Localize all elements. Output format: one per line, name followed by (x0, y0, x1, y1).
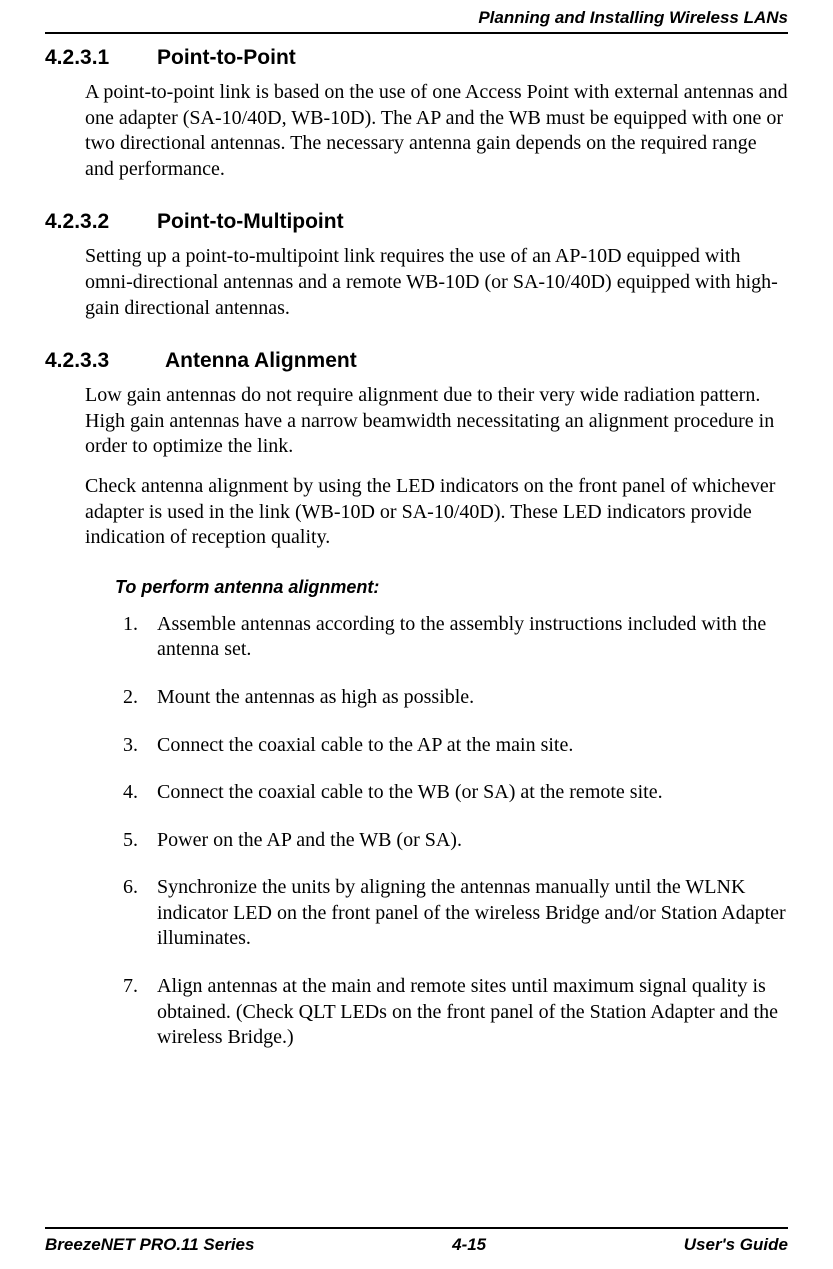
procedure-steps: 1. Assemble antennas according to the as… (123, 612, 788, 1051)
section-heading: 4.2.3.3 Antenna Alignment (45, 349, 788, 373)
footer-row: BreezeNET PRO.11 Series 4-15 User's Guid… (45, 1235, 788, 1255)
step-number: 3. (123, 733, 157, 759)
section-heading: 4.2.3.1 Point-to-Point (45, 46, 788, 70)
page-footer: BreezeNET PRO.11 Series 4-15 User's Guid… (45, 1227, 788, 1255)
footer-rule (45, 1227, 788, 1229)
section-number: 4.2.3.3 (45, 349, 165, 373)
section-4-2-3-3: 4.2.3.3 Antenna Alignment Low gain anten… (45, 349, 788, 1051)
procedure-step: 1. Assemble antennas according to the as… (123, 612, 788, 663)
paragraph: A point-to-point link is based on the us… (85, 80, 788, 182)
step-text: Mount the antennas as high as possible. (157, 685, 788, 711)
section-4-2-3-1: 4.2.3.1 Point-to-Point A point-to-point … (45, 46, 788, 182)
procedure-step: 2. Mount the antennas as high as possibl… (123, 685, 788, 711)
step-text: Align antennas at the main and remote si… (157, 974, 788, 1051)
step-number: 6. (123, 875, 157, 952)
procedure-step: 4. Connect the coaxial cable to the WB (… (123, 780, 788, 806)
footer-left: BreezeNET PRO.11 Series (45, 1235, 254, 1255)
step-text: Connect the coaxial cable to the WB (or … (157, 780, 788, 806)
section-4-2-3-2: 4.2.3.2 Point-to-Multipoint Setting up a… (45, 210, 788, 321)
footer-right: User's Guide (684, 1235, 788, 1255)
step-text: Power on the AP and the WB (or SA). (157, 828, 788, 854)
section-title: Antenna Alignment (165, 349, 357, 373)
step-number: 5. (123, 828, 157, 854)
header-rule (45, 32, 788, 34)
step-number: 2. (123, 685, 157, 711)
procedure-step: 5. Power on the AP and the WB (or SA). (123, 828, 788, 854)
procedure-title: To perform antenna alignment: (115, 577, 788, 598)
footer-center: 4-15 (452, 1235, 486, 1255)
paragraph: Check antenna alignment by using the LED… (85, 474, 788, 551)
step-number: 1. (123, 612, 157, 663)
step-number: 4. (123, 780, 157, 806)
section-heading: 4.2.3.2 Point-to-Multipoint (45, 210, 788, 234)
paragraph: Low gain antennas do not require alignme… (85, 383, 788, 460)
section-number: 4.2.3.1 (45, 46, 157, 70)
step-text: Connect the coaxial cable to the AP at t… (157, 733, 788, 759)
procedure-step: 6. Synchronize the units by aligning the… (123, 875, 788, 952)
section-title: Point-to-Multipoint (157, 210, 344, 234)
step-number: 7. (123, 974, 157, 1051)
procedure-step: 3. Connect the coaxial cable to the AP a… (123, 733, 788, 759)
paragraph: Setting up a point-to-multipoint link re… (85, 244, 788, 321)
step-text: Synchronize the units by aligning the an… (157, 875, 788, 952)
procedure-step: 7. Align antennas at the main and remote… (123, 974, 788, 1051)
step-text: Assemble antennas according to the assem… (157, 612, 788, 663)
section-number: 4.2.3.2 (45, 210, 157, 234)
section-title: Point-to-Point (157, 46, 296, 70)
chapter-title: Planning and Installing Wireless LANs (45, 0, 788, 32)
